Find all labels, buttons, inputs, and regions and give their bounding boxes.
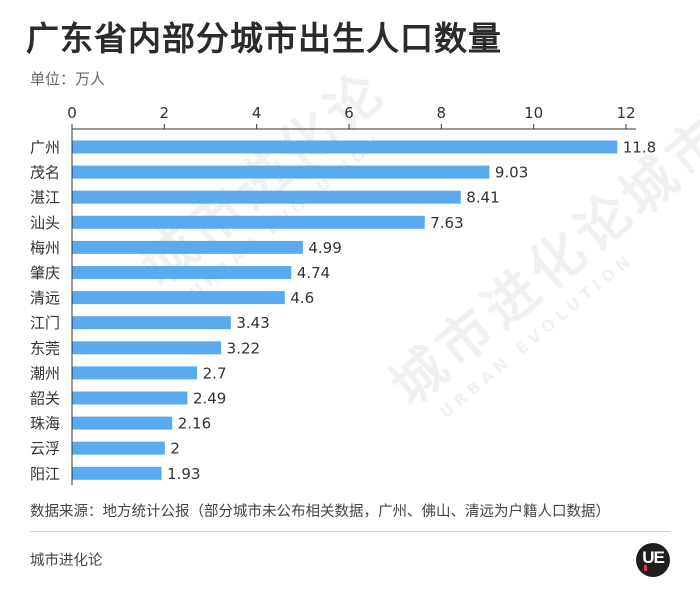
x-tick-label: 10 xyxy=(524,104,543,122)
category-label: 梅州 xyxy=(30,239,60,257)
brand-logo-icon: UE xyxy=(636,543,670,577)
value-label: 8.41 xyxy=(466,189,499,207)
bar xyxy=(72,391,188,405)
value-label: 7.63 xyxy=(430,214,463,232)
value-label: 9.03 xyxy=(495,164,528,182)
category-label: 云浮 xyxy=(30,440,60,458)
bar xyxy=(72,140,618,154)
value-label: 2.16 xyxy=(178,415,211,433)
logo-text: UE xyxy=(642,548,665,567)
x-tick-label: 6 xyxy=(344,104,354,122)
value-label: 11.8 xyxy=(623,139,656,157)
x-tick-label: 2 xyxy=(160,104,170,122)
x-axis: 0 2 4 6 8 10 12 xyxy=(67,104,636,486)
category-label: 湛江 xyxy=(30,189,60,207)
bar xyxy=(72,416,173,430)
bar xyxy=(72,341,222,355)
category-label: 肇庆 xyxy=(30,264,60,282)
category-label: 江门 xyxy=(30,314,60,332)
value-label: 3.43 xyxy=(236,314,269,332)
x-tick-label: 12 xyxy=(616,104,635,122)
value-label: 4.6 xyxy=(290,289,314,307)
logo-accent xyxy=(644,565,647,571)
value-label: 1.93 xyxy=(167,465,200,483)
category-label: 潮州 xyxy=(30,364,60,382)
footer-brand: 城市进化论 xyxy=(30,553,103,569)
bars: 广州 11.8 茂名 9.03 湛江 8.41 汕头 7.63 梅州 4.99 肇庆 4.74 清远 4.… xyxy=(30,139,656,483)
bar xyxy=(72,466,162,480)
bar xyxy=(72,291,285,305)
value-label: 4.74 xyxy=(297,264,330,282)
category-label: 东莞 xyxy=(30,339,60,357)
category-label: 清远 xyxy=(30,289,60,307)
value-label: 2.49 xyxy=(193,390,226,408)
category-label: 广州 xyxy=(30,139,60,157)
category-label: 珠海 xyxy=(30,415,60,433)
bar xyxy=(72,165,490,179)
value-label: 2 xyxy=(170,440,180,458)
bar xyxy=(72,240,303,254)
chart-title: 广东省内部分城市出生人口数量 xyxy=(26,19,502,58)
unit-label: 单位：万人 xyxy=(30,70,106,88)
bar xyxy=(72,441,165,455)
bar xyxy=(72,215,425,229)
divider xyxy=(30,531,670,532)
value-label: 2.7 xyxy=(203,364,227,382)
x-tick-label: 0 xyxy=(67,104,77,122)
category-label: 韶关 xyxy=(30,390,60,408)
x-tick-label: 4 xyxy=(252,104,262,122)
source-note: 数据来源：地方统计公报（部分城市未公布相关数据，广州、佛山、清远为户籍人口数据） xyxy=(30,504,610,520)
value-label: 4.99 xyxy=(308,239,341,257)
bar xyxy=(72,266,292,279)
bar xyxy=(72,190,461,204)
category-label: 茂名 xyxy=(30,164,60,182)
category-label: 阳江 xyxy=(30,465,60,483)
bar xyxy=(72,366,198,380)
x-tick-label: 8 xyxy=(437,104,447,122)
value-label: 3.22 xyxy=(227,339,260,357)
category-label: 汕头 xyxy=(30,214,60,232)
bar xyxy=(72,316,231,330)
